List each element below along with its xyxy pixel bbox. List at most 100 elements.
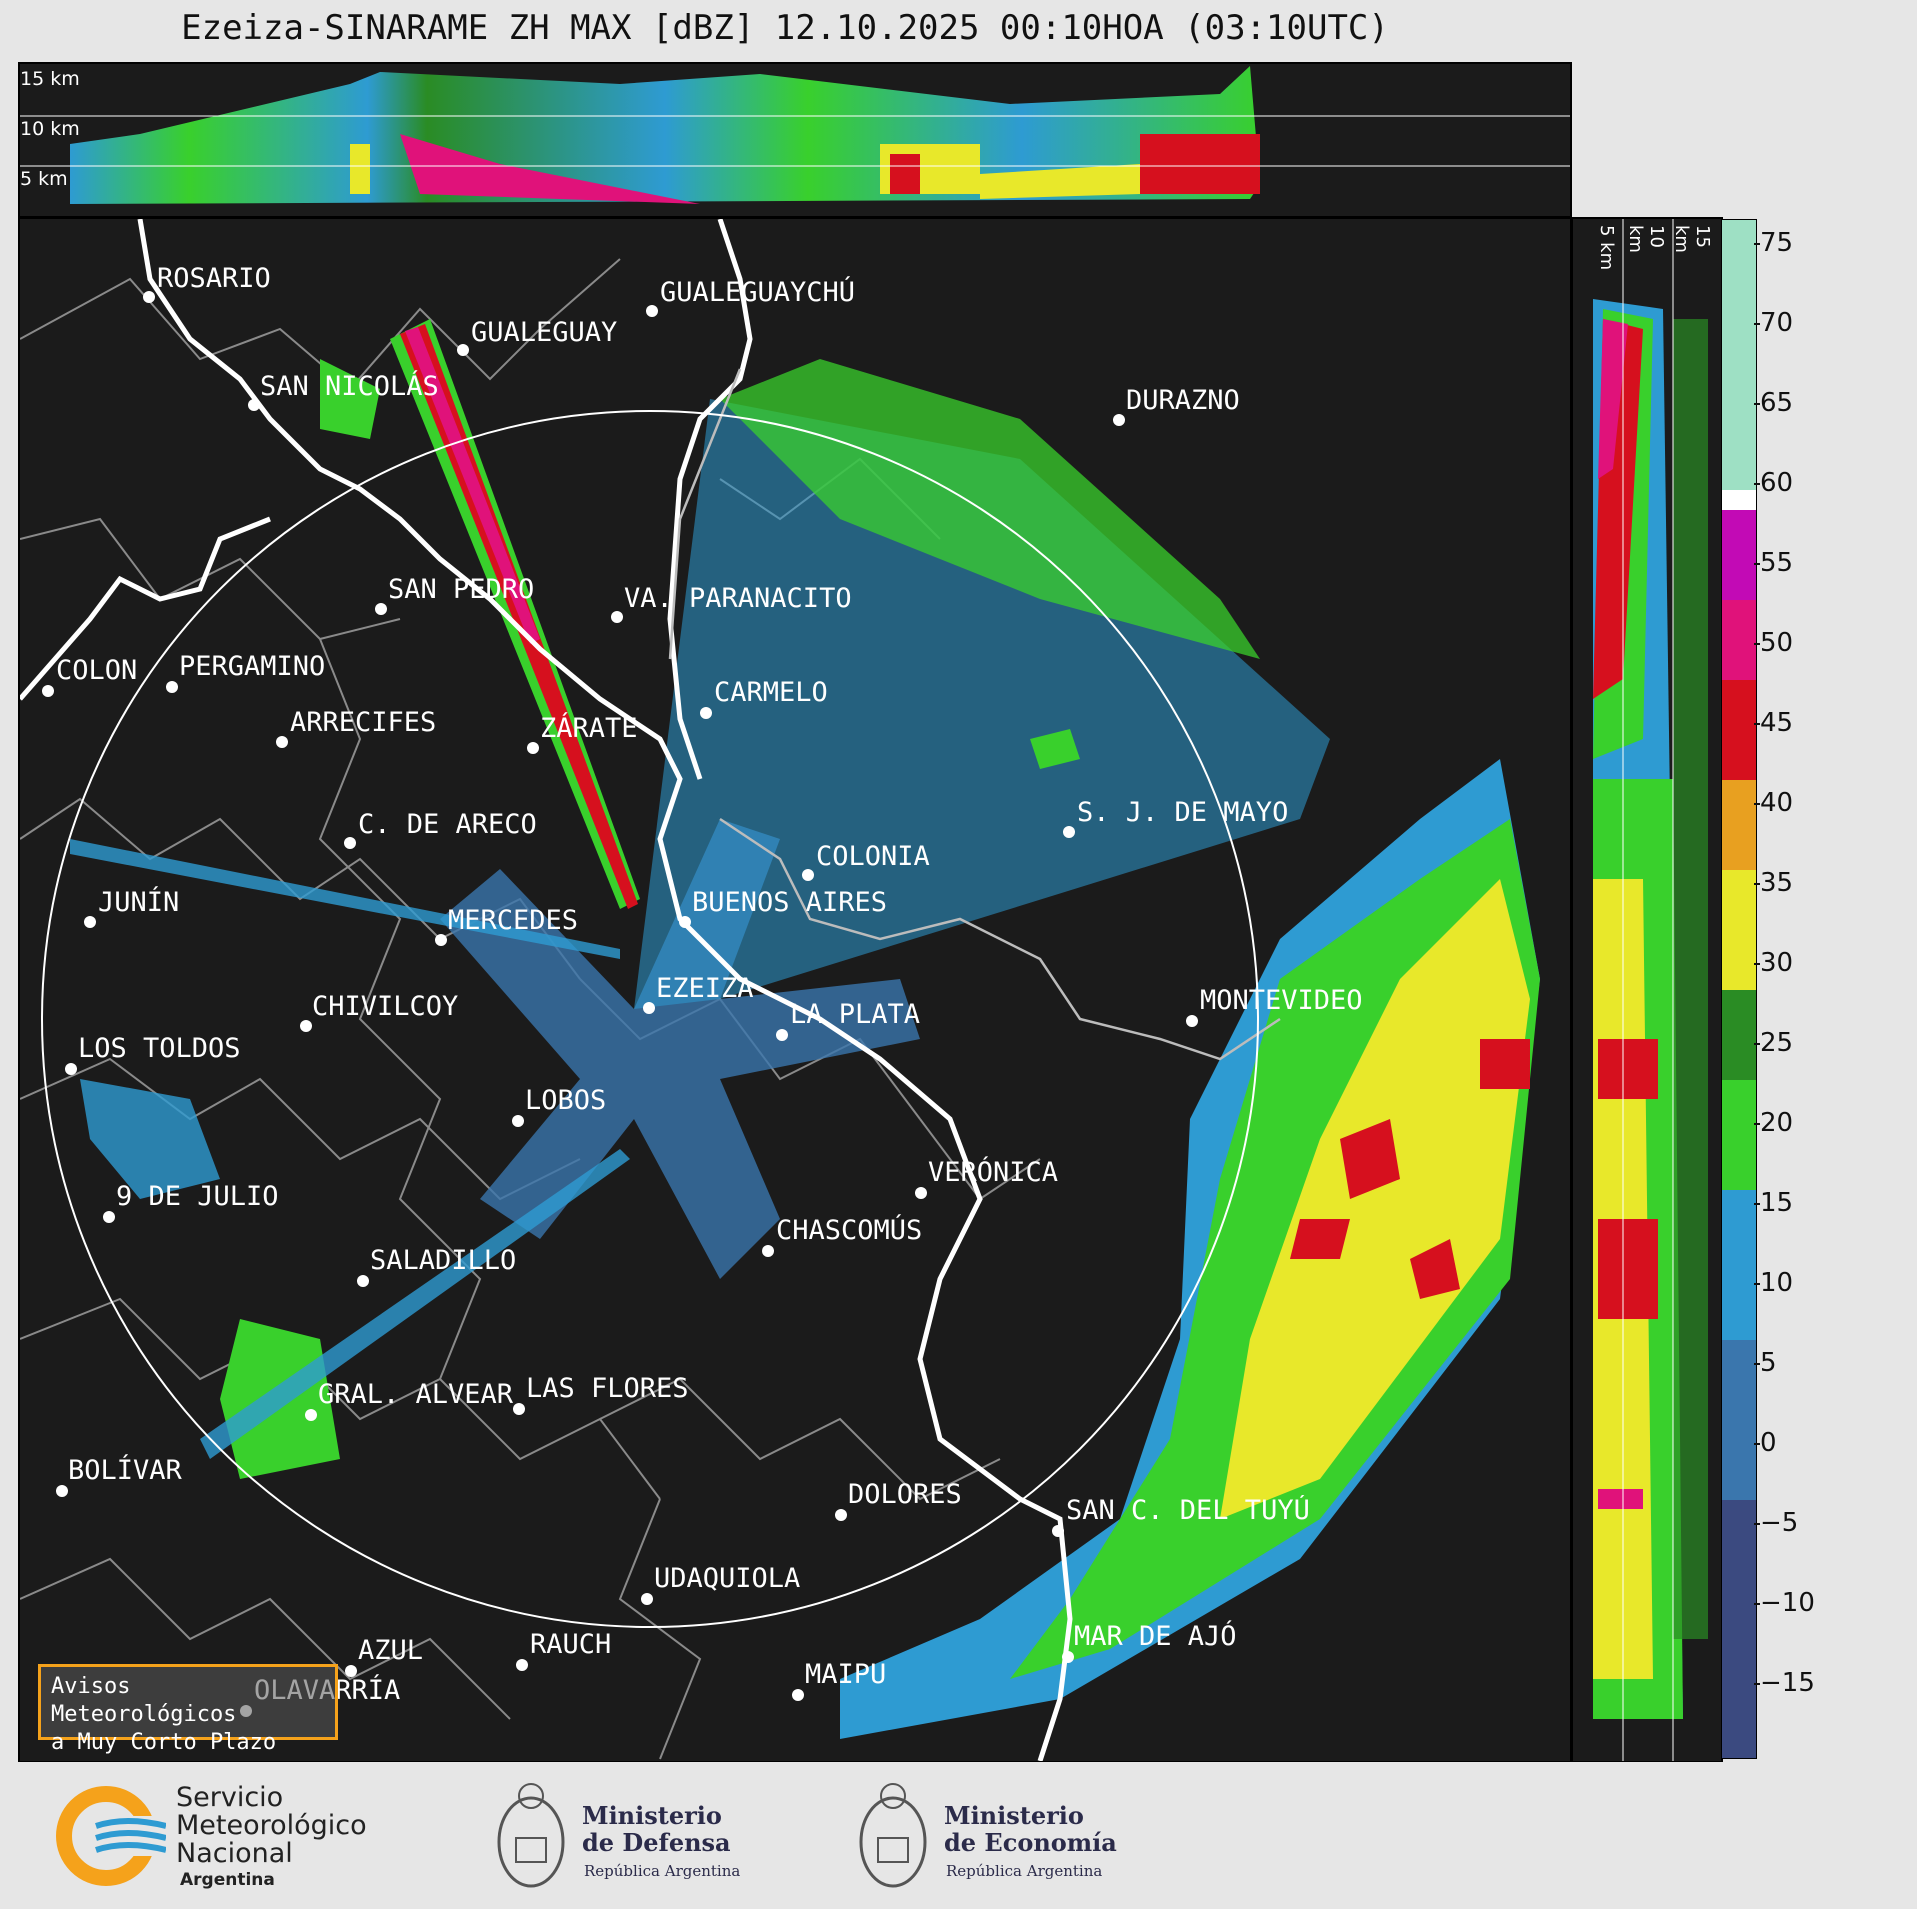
radar-map — [20, 219, 1540, 1761]
top-echo-red-b — [890, 154, 920, 194]
colorbar-tick: 35 — [1753, 868, 1794, 898]
top-alt-10km: 10 km — [20, 118, 80, 140]
colorbar-tick: 50 — [1753, 628, 1794, 658]
city-label: JUNÍN — [98, 887, 180, 918]
colorbar-tick: −10 — [1754, 1588, 1815, 1618]
city-dot — [513, 1403, 525, 1415]
city-dot — [646, 305, 658, 317]
city-dot — [166, 681, 178, 693]
city-label: UDAQUIOLA — [654, 1563, 801, 1594]
side-alt-15km: 15 km — [1671, 225, 1713, 253]
top-cross-section-panel: 15 km 10 km 5 km — [18, 62, 1572, 218]
city-dot — [248, 399, 260, 411]
city-label: SAN C. DEL TUYÚ — [1066, 1495, 1310, 1526]
top-echo-yellow-c — [980, 164, 1140, 199]
city-dot — [776, 1029, 788, 1041]
economia-line-1: Ministerio — [944, 1801, 1084, 1830]
radar-echoes — [70, 319, 1540, 1739]
top-echo-red-c — [1140, 134, 1260, 194]
city-dot — [643, 1002, 655, 1014]
colorbar-tick: 45 — [1753, 708, 1794, 738]
defensa-line-2: de Defensa — [582, 1828, 731, 1857]
city-dot — [1113, 414, 1125, 426]
city-dot — [65, 1063, 77, 1075]
city-dot — [357, 1275, 369, 1287]
city-label: ZÁRATE — [540, 713, 638, 744]
city-dot — [762, 1245, 774, 1257]
city-label: S. J. DE MAYO — [1077, 797, 1289, 828]
city-dot — [344, 837, 356, 849]
city-dot — [835, 1509, 847, 1521]
city-label: MONTEVIDEO — [1200, 985, 1363, 1016]
top-echo-yellow-a — [350, 144, 370, 194]
city-dot — [84, 916, 96, 928]
city-dot — [143, 291, 155, 303]
colorbar — [1721, 219, 1757, 1759]
uruguay-coast — [668, 368, 1281, 1061]
city-label: LOS TOLDOS — [78, 1033, 241, 1064]
city-dot — [375, 603, 387, 615]
city-label: DURAZNO — [1126, 385, 1240, 416]
city-dot — [103, 1211, 115, 1223]
city-label: VERÓNICA — [928, 1157, 1059, 1188]
city-label: CHIVILCOY — [312, 991, 459, 1022]
city-label: GUALEGUAYCHÚ — [660, 277, 856, 308]
colorbar-tick: 0 — [1754, 1428, 1777, 1458]
smn-line-2: Meteorológico — [176, 1810, 367, 1841]
top-echo-core-west — [400, 134, 700, 204]
colorbar-tick: −15 — [1754, 1668, 1815, 1698]
top-alt-5km: 5 km — [20, 168, 68, 190]
warning-box[interactable]: Avisos Meteorológicos a Muy Corto Plazo — [38, 1664, 338, 1755]
smn-line-1: Servicio — [176, 1782, 284, 1813]
economia-seal-icon — [859, 1783, 927, 1888]
colorbar-tick: 55 — [1753, 548, 1794, 578]
city-dot — [56, 1485, 68, 1497]
radar-range-ring — [41, 410, 1259, 1628]
city-label: C. DE ARECO — [358, 809, 537, 840]
defensa-sub: República Argentina — [584, 1862, 741, 1880]
footer-logos: Servicio Meteorológico Nacional Argentin… — [0, 1762, 1917, 1909]
smn-logo-text: Servicio Meteorológico Nacional — [176, 1784, 367, 1868]
city-dot — [1063, 826, 1075, 838]
colorbar-tick: 65 — [1753, 388, 1794, 418]
city-dot — [527, 742, 539, 754]
city-label: CHASCOMÚS — [776, 1215, 923, 1246]
side-cross-section-plot — [1593, 219, 1708, 1761]
city-dot — [792, 1689, 804, 1701]
coastline — [20, 219, 1073, 1761]
city-label: ROSARIO — [157, 263, 271, 294]
warning-line-2: a Muy Corto Plazo — [51, 1730, 277, 1755]
warning-line-1: Avisos Meteorológicos — [51, 1674, 237, 1727]
smn-country: Argentina — [180, 1870, 275, 1890]
colorbar-tick: 5 — [1754, 1348, 1777, 1378]
city-dot — [300, 1020, 312, 1032]
economia-line-2: de Economía — [944, 1828, 1117, 1857]
city-label: PERGAMINO — [179, 651, 326, 682]
city-dot — [802, 869, 814, 881]
colorbar-tick: 40 — [1753, 788, 1794, 818]
side-alt-10km: 10 km — [1625, 225, 1667, 253]
defensa-title: Ministerio de Defensa — [582, 1802, 731, 1856]
colorbar-tick: 15 — [1753, 1188, 1794, 1218]
city-dot — [435, 934, 447, 946]
side-cross-section-panel: 5 km 10 km 15 km — [1571, 217, 1723, 1763]
city-label: ARRECIFES — [290, 707, 437, 738]
smn-logo-icon — [56, 1786, 166, 1886]
city-label: BOLÍVAR — [68, 1455, 182, 1486]
city-dot — [1052, 1525, 1064, 1537]
chart-title: Ezeiza-SINARAME ZH MAX [dBZ] 12.10.2025 … — [181, 8, 1389, 48]
city-label: MAIPU — [805, 1659, 887, 1690]
city-dot — [1186, 1015, 1198, 1027]
city-label: AZUL — [358, 1635, 424, 1666]
defensa-seal-icon — [497, 1783, 565, 1888]
city-dot — [512, 1115, 524, 1127]
city-label: VA. PARANACITO — [624, 583, 852, 614]
top-cross-section-plot — [20, 66, 1570, 204]
city-label: EZEIZA — [656, 973, 754, 1004]
city-label: COLONIA — [816, 841, 930, 872]
colorbar-tick: 70 — [1753, 308, 1794, 338]
city-dot — [611, 611, 623, 623]
top-alt-15km: 15 km — [20, 68, 80, 90]
city-label: CARMELO — [714, 677, 828, 708]
city-dot — [641, 1593, 653, 1605]
